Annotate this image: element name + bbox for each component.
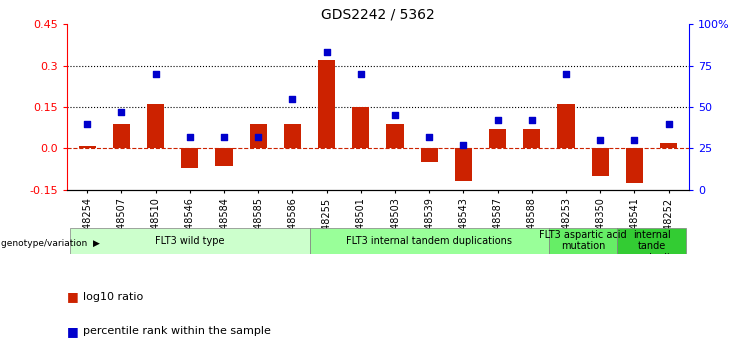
Point [526, 117, 538, 123]
Bar [79, 146, 96, 148]
Bar [216, 148, 233, 166]
Bar [387, 124, 404, 148]
Bar [310, 228, 549, 254]
Bar [147, 104, 165, 148]
Point [457, 142, 469, 148]
Bar [591, 148, 609, 176]
Bar [549, 228, 617, 254]
Bar [182, 148, 199, 168]
Point [150, 71, 162, 77]
Point [321, 50, 333, 55]
Bar [455, 148, 472, 181]
Bar [352, 107, 369, 148]
Point [560, 71, 572, 77]
Point [389, 112, 401, 118]
Bar [70, 228, 310, 254]
Point [355, 71, 367, 77]
Bar [318, 60, 335, 148]
Bar [626, 148, 643, 183]
Text: FLT3 wild type: FLT3 wild type [155, 236, 225, 246]
Point [287, 96, 299, 101]
Point [594, 137, 606, 143]
Point [423, 134, 435, 139]
Bar [617, 228, 685, 254]
Bar [113, 124, 130, 148]
Bar [489, 129, 506, 148]
Point [218, 134, 230, 139]
Point [628, 137, 640, 143]
Point [492, 117, 504, 123]
Text: ■: ■ [67, 325, 79, 338]
Bar [284, 124, 301, 148]
Text: FLT3 internal tandem duplications: FLT3 internal tandem duplications [346, 236, 512, 246]
Point [82, 121, 93, 126]
Point [662, 121, 674, 126]
Bar [557, 104, 574, 148]
Title: GDS2242 / 5362: GDS2242 / 5362 [321, 8, 435, 22]
Text: percentile rank within the sample: percentile rank within the sample [83, 326, 271, 336]
Point [116, 109, 127, 115]
Text: ■: ■ [67, 290, 79, 303]
Text: FLT3 aspartic acid
mutation: FLT3 aspartic acid mutation [539, 230, 627, 252]
Text: genotype/variation  ▶: genotype/variation ▶ [1, 239, 99, 248]
Bar [523, 129, 540, 148]
Point [184, 134, 196, 139]
Bar [250, 124, 267, 148]
Bar [660, 143, 677, 148]
Text: log10 ratio: log10 ratio [83, 292, 143, 302]
Bar [421, 148, 438, 162]
Text: FLT3
internal
tande
m dupli: FLT3 internal tande m dupli [633, 218, 671, 263]
Point [252, 134, 264, 139]
